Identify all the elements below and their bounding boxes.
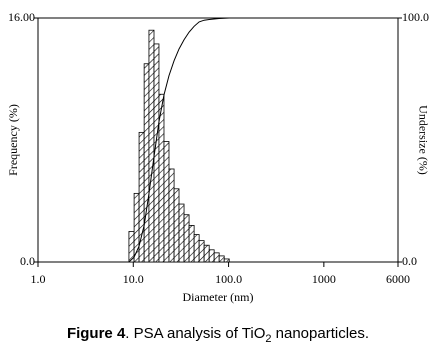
y-tick-label: 16.00	[8, 10, 35, 24]
bar	[208, 249, 215, 263]
plot-frame	[37, 17, 399, 263]
bar	[223, 258, 230, 263]
caption: Figure 4. PSA analysis of TiO2 nanoparti…	[67, 325, 369, 345]
y2-axis-label: Undersize (%)	[416, 105, 430, 175]
bar	[183, 214, 190, 263]
caption-tail: nanoparticles.	[271, 325, 369, 342]
bar	[198, 240, 205, 263]
y2-tick-label: 100.0	[402, 10, 429, 24]
bar	[143, 63, 150, 263]
x-tick-label: 10.0	[123, 272, 144, 286]
bar	[173, 188, 180, 263]
x-tick-label: 1.0	[31, 272, 46, 286]
x-axis-label: Diameter (nm)	[183, 290, 254, 304]
bar	[168, 168, 175, 263]
bar	[203, 244, 210, 263]
y-tick-label: 0.0	[20, 254, 35, 268]
caption-text: . PSA analysis of TiO	[125, 325, 265, 342]
bar	[148, 29, 155, 263]
bar	[213, 252, 220, 263]
bar	[188, 224, 195, 263]
bar	[178, 203, 185, 263]
caption-label: Figure 4	[67, 325, 126, 342]
y-axis-label: Frequency (%)	[6, 104, 20, 176]
bar	[218, 255, 225, 263]
caption-subscript: 2	[265, 333, 271, 345]
bar	[193, 234, 200, 263]
y2-tick-label: 0.0	[402, 254, 417, 268]
bar	[163, 141, 170, 263]
cumulative-line	[128, 17, 230, 263]
x-tick-label: 1000	[312, 272, 336, 286]
x-tick-label: 6000	[386, 272, 410, 286]
x-tick-label: 100.0	[215, 272, 242, 286]
